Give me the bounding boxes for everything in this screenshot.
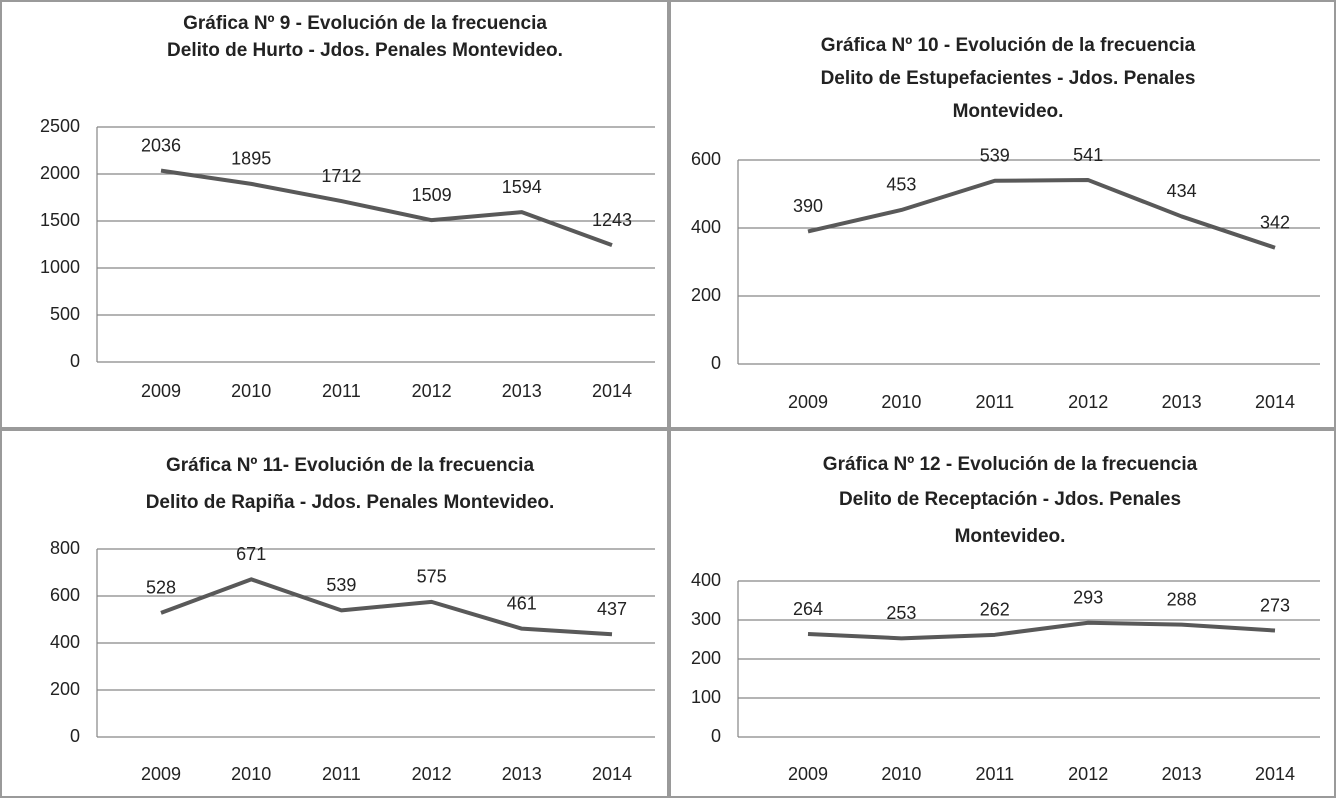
y-tick-label: 0 <box>70 351 80 371</box>
y-tick-label: 500 <box>50 304 80 324</box>
chart-title: Delito de Receptación - Jdos. Penales <box>839 489 1181 510</box>
chart-title: Gráfica Nº 12 - Evolución de la frecuenc… <box>823 454 1198 475</box>
data-label: 288 <box>1167 589 1197 609</box>
x-tick-label: 2013 <box>1162 392 1202 412</box>
y-tick-label: 0 <box>70 726 80 746</box>
data-label: 262 <box>980 600 1010 620</box>
y-tick-label: 0 <box>711 726 721 746</box>
x-tick-label: 2014 <box>592 381 632 401</box>
data-label: 293 <box>1073 587 1103 607</box>
x-tick-label: 2013 <box>1162 764 1202 784</box>
chart-title: Gráfica Nº 11- Evolución de la frecuenci… <box>166 455 535 476</box>
x-tick-label: 2014 <box>1255 764 1295 784</box>
data-label: 390 <box>793 196 823 216</box>
series-line <box>807 178 1276 250</box>
panel-border <box>669 429 1336 798</box>
data-label: 437 <box>597 599 627 619</box>
y-tick-label: 2500 <box>40 116 80 136</box>
chart-title: Delito de Hurto - Jdos. Penales Montevid… <box>167 40 563 61</box>
panel-border <box>669 0 1336 429</box>
data-label: 1243 <box>592 210 632 230</box>
data-label: 273 <box>1260 595 1290 615</box>
data-label: 539 <box>980 145 1010 165</box>
y-tick-label: 600 <box>691 149 721 169</box>
x-tick-label: 2013 <box>502 764 542 784</box>
x-tick-label: 2014 <box>592 764 632 784</box>
y-tick-label: 400 <box>691 570 721 590</box>
data-label: 264 <box>793 599 823 619</box>
y-tick-label: 2000 <box>40 163 80 183</box>
data-label: 461 <box>507 593 537 613</box>
data-label: 1712 <box>321 166 361 186</box>
x-tick-label: 2011 <box>975 392 1014 412</box>
chart-title: Gráfica Nº 9 - Evolución de la frecuenci… <box>183 13 547 34</box>
x-tick-label: 2010 <box>881 764 921 784</box>
y-tick-label: 800 <box>50 538 80 558</box>
data-label: 671 <box>236 544 266 564</box>
data-label: 253 <box>886 603 916 623</box>
data-label: 1509 <box>412 185 452 205</box>
chart-title: Delito de Estupefacientes - Jdos. Penale… <box>821 68 1196 89</box>
data-label: 453 <box>886 175 916 195</box>
data-label: 342 <box>1260 212 1290 232</box>
x-tick-label: 2011 <box>322 381 361 401</box>
data-label: 1895 <box>231 149 271 169</box>
data-label: 2036 <box>141 135 181 155</box>
x-tick-label: 2012 <box>412 381 452 401</box>
x-tick-label: 2009 <box>141 381 181 401</box>
x-tick-label: 2010 <box>231 764 271 784</box>
chart-title: Gráfica Nº 10 - Evolución de la frecuenc… <box>821 35 1196 56</box>
y-tick-label: 0 <box>711 353 721 373</box>
chart-title: Montevideo. <box>955 526 1066 547</box>
y-tick-label: 200 <box>691 648 721 668</box>
x-tick-label: 2012 <box>1068 392 1108 412</box>
series-line <box>160 168 613 248</box>
x-tick-label: 2010 <box>231 381 271 401</box>
x-tick-label: 2011 <box>975 764 1014 784</box>
y-tick-label: 200 <box>50 679 80 699</box>
y-tick-label: 300 <box>691 609 721 629</box>
y-tick-label: 1000 <box>40 257 80 277</box>
panel-border <box>0 429 669 798</box>
x-tick-label: 2012 <box>1068 764 1108 784</box>
panel-border <box>0 0 669 429</box>
data-label: 541 <box>1073 145 1103 165</box>
x-tick-label: 2009 <box>141 764 181 784</box>
y-tick-label: 200 <box>691 285 721 305</box>
y-tick-label: 600 <box>50 585 80 605</box>
x-tick-label: 2013 <box>502 381 542 401</box>
x-tick-label: 2014 <box>1255 392 1295 412</box>
y-tick-label: 400 <box>691 217 721 237</box>
data-label: 528 <box>146 578 176 598</box>
y-tick-label: 100 <box>691 687 721 707</box>
x-tick-label: 2012 <box>412 764 452 784</box>
series-line <box>807 620 1276 641</box>
chart-title: Delito de Rapiña - Jdos. Penales Montevi… <box>146 492 555 513</box>
series-line <box>160 577 613 637</box>
x-tick-label: 2009 <box>788 392 828 412</box>
data-label: 575 <box>417 567 447 587</box>
x-tick-label: 2009 <box>788 764 828 784</box>
data-label: 539 <box>326 575 356 595</box>
x-tick-label: 2011 <box>322 764 361 784</box>
data-label: 434 <box>1167 181 1197 201</box>
chart-title: Montevideo. <box>953 101 1064 122</box>
x-tick-label: 2010 <box>881 392 921 412</box>
y-tick-label: 400 <box>50 632 80 652</box>
data-label: 1594 <box>502 177 542 197</box>
y-tick-label: 1500 <box>40 210 80 230</box>
